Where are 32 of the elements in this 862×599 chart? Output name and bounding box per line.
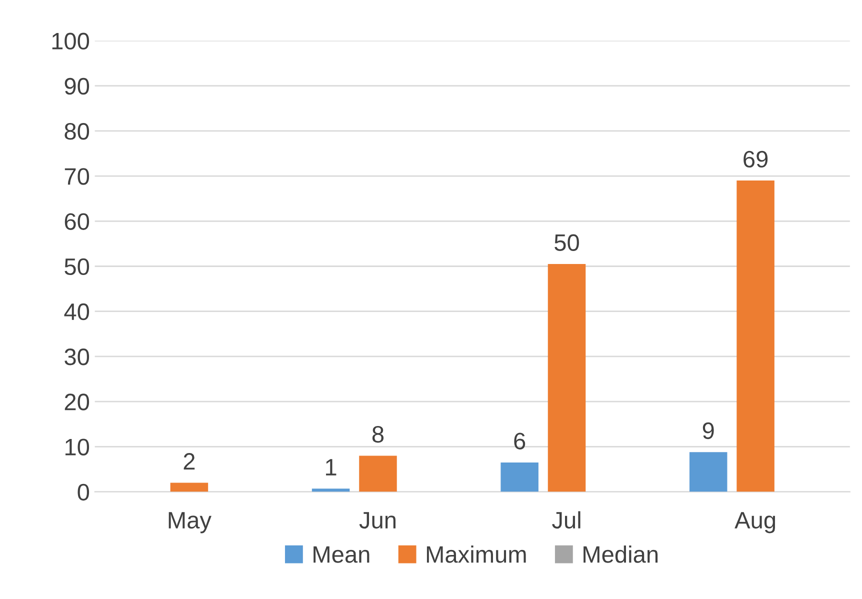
y-tick-label: 60 — [64, 213, 90, 230]
legend-label: Maximum — [426, 545, 526, 563]
data-label: 2 — [184, 453, 195, 470]
bar — [312, 488, 350, 492]
y-tick-label: 90 — [64, 78, 90, 95]
x-tick-label: Aug — [734, 512, 776, 534]
y-tick-label: 0 — [78, 484, 90, 501]
x-tick-label: Jun — [359, 512, 396, 529]
x-tick-label: May — [168, 512, 212, 534]
y-tick-label: 80 — [64, 123, 90, 140]
data-label: 69 — [744, 150, 768, 168]
data-label: 1 — [326, 459, 336, 476]
bar — [170, 482, 208, 492]
bar — [689, 452, 728, 492]
data-label: 8 — [372, 426, 384, 443]
y-tick-label: 20 — [64, 394, 90, 410]
data-label: 50 — [554, 234, 579, 251]
y-tick-label: 40 — [64, 303, 90, 320]
x-tick-label: Jul — [552, 511, 580, 529]
y-tick-label: 10 — [66, 438, 90, 456]
bar — [548, 264, 586, 492]
legend-label: Median — [584, 545, 658, 563]
bar — [500, 462, 538, 492]
y-tick-label: 70 — [64, 168, 90, 185]
y-tick-label: 30 — [64, 348, 90, 366]
bar — [359, 456, 397, 492]
data-label: 9 — [702, 422, 714, 440]
y-tick-label: 50 — [64, 258, 90, 276]
y-tick-label: 100 — [52, 32, 90, 50]
bar — [736, 180, 774, 492]
data-label: 6 — [514, 432, 526, 450]
legend-label: Mean — [314, 546, 370, 563]
